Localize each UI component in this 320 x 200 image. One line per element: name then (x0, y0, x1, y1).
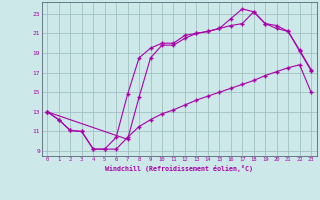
X-axis label: Windchill (Refroidissement éolien,°C): Windchill (Refroidissement éolien,°C) (105, 165, 253, 172)
